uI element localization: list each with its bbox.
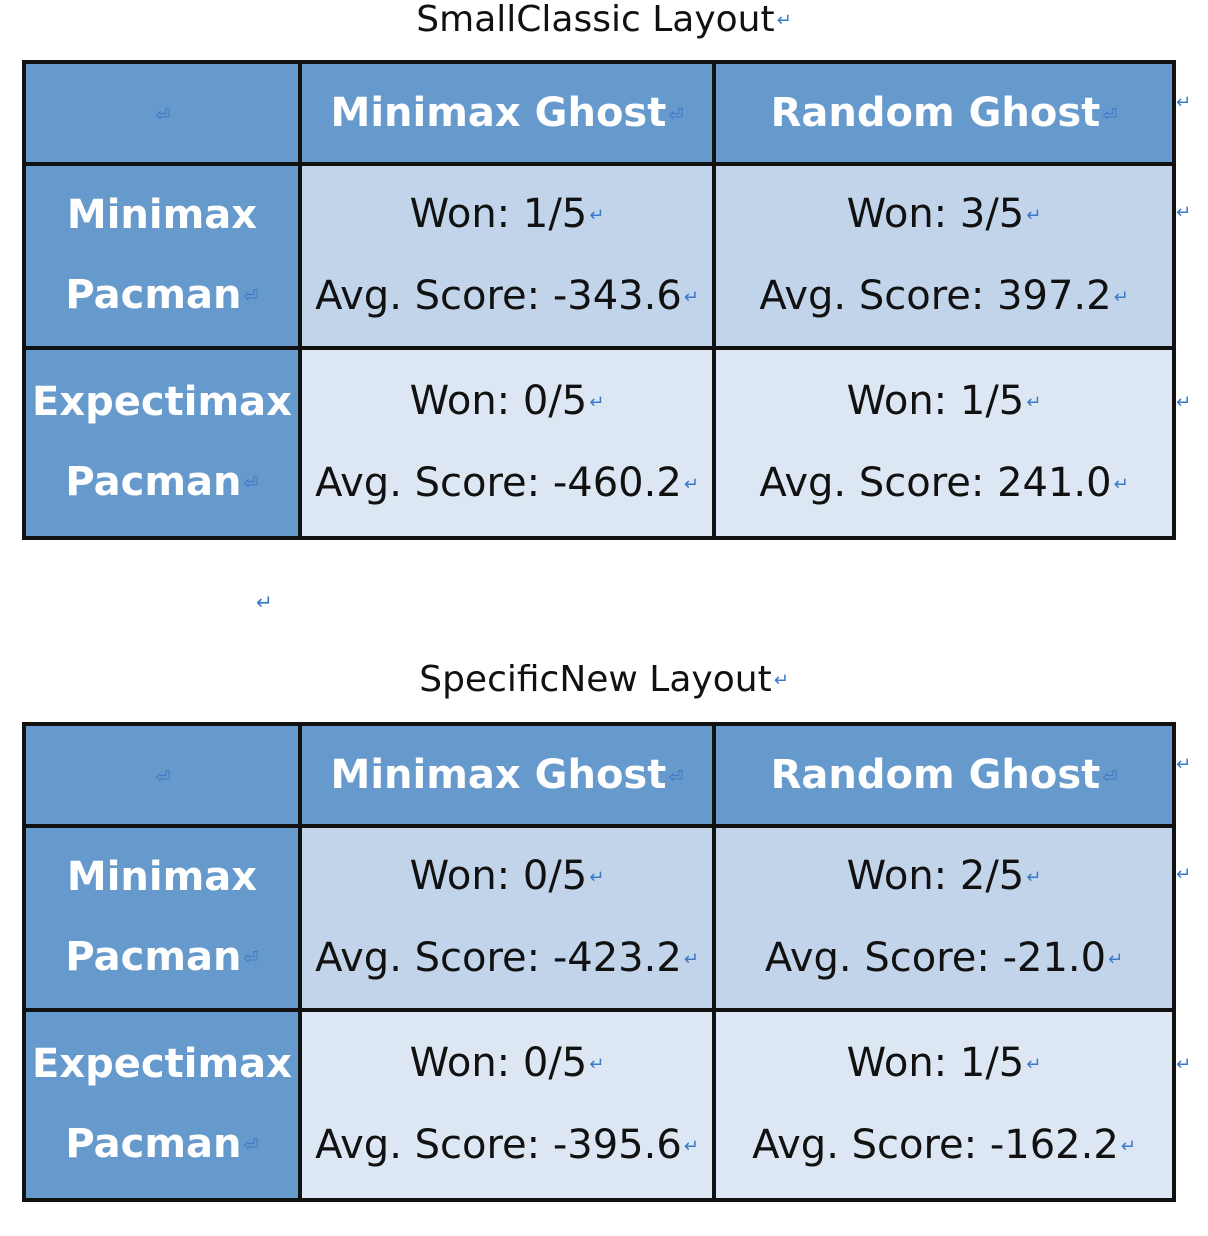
paragraph-mark-icon: ↵	[589, 205, 605, 226]
cell-end-mark-icon: ⏎	[1102, 766, 1118, 788]
row-header-expectimax-pacman: Expectimax Pacman ⏎	[22, 346, 302, 540]
result-cell: Won: 0/5 ↵ Avg. Score: -395.6 ↵	[298, 1008, 716, 1202]
table-2-title: SpecificNew Layout ↵	[0, 660, 1208, 701]
row-end-mark-icon: ↵	[1176, 392, 1192, 413]
paragraph-mark-icon: ↵	[683, 949, 699, 970]
table-row: Expectimax Pacman ⏎ Won: 0/5 ↵ Avg. Score:…	[22, 1008, 1176, 1202]
row-end-mark-icon: ↵	[1176, 864, 1192, 885]
paragraph-mark-icon: ↵	[776, 10, 792, 31]
paragraph-mark-icon: ↵	[683, 287, 699, 308]
result-cell: Won: 3/5 ↵ Avg. Score: 397.2 ↵	[712, 162, 1176, 350]
cell-end-mark-icon: ⏎	[155, 104, 171, 126]
paragraph-mark-icon: ↵	[683, 474, 699, 495]
paragraph-mark-icon: ↵	[256, 590, 273, 614]
column-header-minimax-ghost: Minimax Ghost ⏎	[298, 60, 716, 166]
row-header-minimax-pacman: Minimax Pacman ⏎	[22, 824, 302, 1012]
paragraph-mark-icon: ↵	[589, 867, 605, 888]
row-end-mark-icon: ↵	[1176, 754, 1192, 775]
results-table-smallclassic: ⏎ Minimax Ghost ⏎ Random Ghost ⏎ Minimax P…	[22, 60, 1176, 540]
paragraph-mark-icon: ↵	[1113, 287, 1129, 308]
paragraph-mark-icon: ↵	[683, 1136, 699, 1157]
table-1-title: SmallClassic Layout ↵	[0, 0, 1208, 41]
table-row: Minimax Pacman ⏎ Won: 1/5 ↵ Avg. Score: -3…	[22, 162, 1176, 350]
row-end-mark-icon: ↵	[1176, 202, 1192, 223]
result-cell: Won: 2/5 ↵ Avg. Score: -21.0 ↵	[712, 824, 1176, 1012]
corner-cell: ⏎	[22, 60, 302, 166]
row-end-mark-icon: ↵	[1176, 92, 1192, 113]
paragraph-mark-icon: ↵	[1120, 1136, 1136, 1157]
paragraph-mark-icon: ↵	[1026, 1054, 1042, 1075]
column-header-random-ghost: Random Ghost ⏎	[712, 722, 1176, 828]
paragraph-mark-icon: ↵	[1026, 867, 1042, 888]
paragraph-mark-icon: ↵	[1108, 949, 1124, 970]
cell-end-mark-icon: ⏎	[243, 1135, 259, 1156]
cell-end-mark-icon: ⏎	[243, 473, 259, 494]
cell-end-mark-icon: ⏎	[155, 766, 171, 788]
results-table-specificnew: ⏎ Minimax Ghost ⏎ Random Ghost ⏎ Minimax P…	[22, 722, 1176, 1202]
paragraph-mark-icon: ↵	[1026, 392, 1042, 413]
paragraph-mark-icon: ↵	[589, 392, 605, 413]
corner-cell: ⏎	[22, 722, 302, 828]
table-row: Minimax Pacman ⏎ Won: 0/5 ↵ Avg. Score: -4…	[22, 824, 1176, 1012]
paragraph-mark-icon: ↵	[1026, 205, 1042, 226]
row-end-mark-icon: ↵	[1176, 1054, 1192, 1075]
cell-end-mark-icon: ⏎	[1102, 104, 1118, 126]
result-cell: Won: 1/5 ↵ Avg. Score: -343.6 ↵	[298, 162, 716, 350]
row-header-expectimax-pacman: Expectimax Pacman ⏎	[22, 1008, 302, 1202]
cell-end-mark-icon: ⏎	[668, 766, 684, 788]
row-header-minimax-pacman: Minimax Pacman ⏎	[22, 162, 302, 350]
table-1-title-text: SmallClassic Layout	[416, 0, 775, 40]
column-header-random-ghost: Random Ghost ⏎	[712, 60, 1176, 166]
table-header-row: ⏎ Minimax Ghost ⏎ Random Ghost ⏎	[22, 60, 1176, 166]
result-cell: Won: 1/5 ↵ Avg. Score: 241.0 ↵	[712, 346, 1176, 540]
table-2-title-text: SpecificNew Layout	[419, 659, 772, 700]
table-row: Expectimax Pacman ⏎ Won: 0/5 ↵ Avg. Score:…	[22, 346, 1176, 540]
result-cell: Won: 0/5 ↵ Avg. Score: -423.2 ↵	[298, 824, 716, 1012]
paragraph-mark-icon: ↵	[589, 1054, 605, 1075]
cell-end-mark-icon: ⏎	[243, 286, 259, 307]
result-cell: Won: 0/5 ↵ Avg. Score: -460.2 ↵	[298, 346, 716, 540]
paragraph-mark-icon: ↵	[773, 670, 789, 691]
cell-end-mark-icon: ⏎	[243, 948, 259, 969]
column-header-minimax-ghost: Minimax Ghost ⏎	[298, 722, 716, 828]
table-header-row: ⏎ Minimax Ghost ⏎ Random Ghost ⏎	[22, 722, 1176, 828]
paragraph-mark-icon: ↵	[1113, 474, 1129, 495]
result-cell: Won: 1/5 ↵ Avg. Score: -162.2 ↵	[712, 1008, 1176, 1202]
cell-end-mark-icon: ⏎	[668, 104, 684, 126]
